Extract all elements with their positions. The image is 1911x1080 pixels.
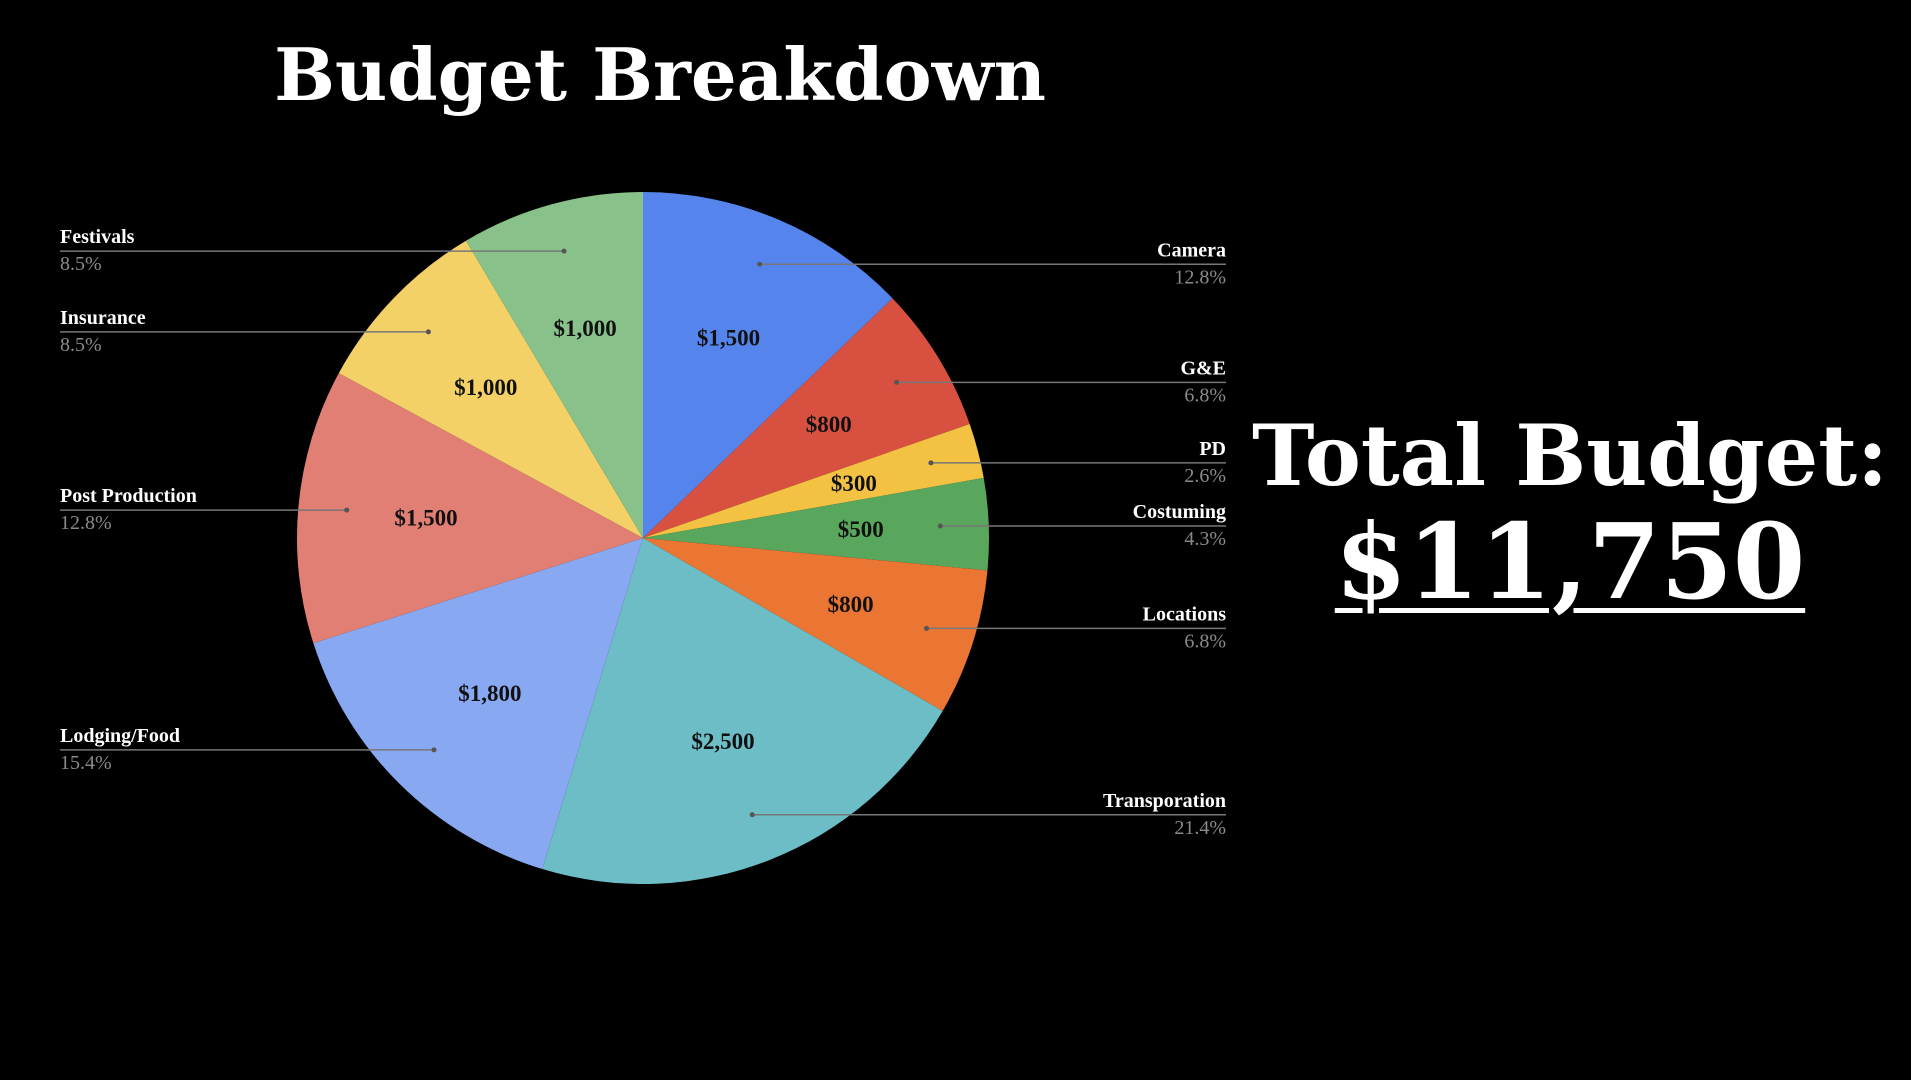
leader-dot-post-production [344,507,350,513]
callout-percent-locations: 6.8% [1184,630,1226,652]
callout-label-transporation: Transporation [1103,790,1226,812]
callout-percent-lodging-food: 15.4% [60,752,112,774]
callout-percent-festivals: 8.5% [60,253,102,275]
callout-label-camera: Camera [1157,239,1226,261]
leader-lines [60,248,1226,818]
callout-label-locations: Locations [1143,603,1227,625]
pie-slice-insurance [338,240,643,538]
callout-percent-camera: 12.8% [1174,266,1226,288]
slice-value-label-costuming: $500 [838,517,884,542]
slice-value-label-insurance: $1,000 [454,375,517,400]
total-budget-label: Total Budget: [1251,406,1889,505]
leader-dot-locations [923,625,929,631]
pie-slice-g-e [643,298,970,538]
leader-dot-transporation [749,812,755,818]
slice-value-label-post-production: $1,500 [394,506,457,531]
callout-label-pd: PD [1199,438,1226,460]
total-budget-block: Total Budget: $11,750 [1240,406,1900,624]
leader-dot-lodging-food [431,747,437,753]
slice-value-labels: $1,500 $800 $300 $500 $800 $2,500 $1,800 $1,500… [394,316,883,754]
pie-slice-lodging-food [313,538,643,870]
pie-slice-camera [643,192,893,538]
slice-callouts: Camera 12.8% G&E 6.8% PD 2.6% Costuming 4.3% Loc… [60,226,1226,839]
slice-value-label-camera: $1,500 [697,325,760,350]
slice-value-label-transporation: $2,500 [691,729,754,754]
total-budget-amount: $11,750 [1334,500,1806,624]
callout-label-g-e: G&E [1180,357,1226,379]
leader-dot-g-e [894,379,900,385]
pie-slice-locations [643,538,988,711]
leader-dot-camera [757,261,763,267]
callout-percent-pd: 2.6% [1184,465,1226,487]
callout-percent-insurance: 8.5% [60,334,102,356]
slice-value-label-pd: $300 [831,471,877,496]
callout-label-insurance: Insurance [60,307,146,329]
callout-label-lodging-food: Lodging/Food [60,725,180,747]
leader-dot-insurance [425,329,431,335]
chart-title: Budget Breakdown [274,32,1046,117]
slice-value-label-locations: $800 [828,592,874,617]
leader-dot-costuming [937,523,943,529]
slice-value-label-lodging-food: $1,800 [458,681,521,706]
pie-slice-festivals [465,192,643,538]
slice-value-label-festivals: $1,000 [554,316,617,341]
callout-label-festivals: Festivals [60,226,135,248]
pie-slice-pd [643,424,984,538]
callout-percent-costuming: 4.3% [1184,528,1226,550]
callout-percent-post-production: 12.8% [60,512,112,534]
pie-slices [297,192,989,884]
callout-percent-transporation: 21.4% [1174,817,1226,839]
leader-dot-festivals [561,248,567,254]
pie-slice-post-production [297,373,643,644]
callout-label-costuming: Costuming [1133,501,1226,523]
slice-value-label-g-e: $800 [806,412,852,437]
callout-percent-g-e: 6.8% [1184,384,1226,406]
leader-dot-pd [928,460,934,466]
pie-slice-costuming [643,477,989,571]
callout-label-post-production: Post Production [60,485,197,507]
pie-slice-transporation [542,538,943,884]
